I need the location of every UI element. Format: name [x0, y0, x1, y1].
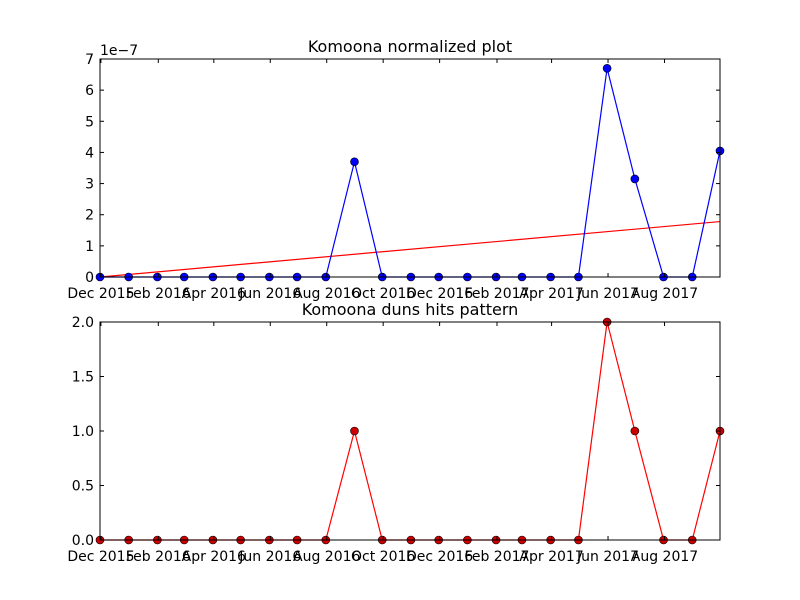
duns-hits-title: Komoona duns hits pattern — [302, 300, 519, 319]
normalized-plot-data-point — [630, 174, 640, 184]
duns-hits-data-point — [350, 426, 359, 436]
duns-hits-x-tick-label: Apr 2017 — [519, 549, 583, 565]
normalized-plot-x-tick-label: Apr 2017 — [519, 286, 583, 302]
normalized-plot-x-tick-label: Aug 2017 — [631, 286, 698, 302]
duns-hits-x-tick-label: Feb 2017 — [465, 549, 530, 565]
normalized-plot-x-tick-label: Oct 2016 — [351, 286, 415, 302]
duns-hits-data-point — [630, 426, 640, 436]
normalized-plot-exponent-label: 1e−7 — [100, 43, 138, 59]
duns-hits-y-tick-label: 1.0 — [72, 424, 94, 440]
normalized-plot-x-tick-label: Dec 2016 — [406, 286, 473, 302]
normalized-plot-title: Komoona normalized plot — [308, 37, 512, 56]
normalized-plot-chart: Komoona normalized plot 1e−7 0 1 2 3 4 5 6 7 Dec… — [67, 37, 725, 302]
normalized-plot-trend-layer — [99, 220, 721, 278]
duns-hits-chart: Komoona duns hits pattern 0.0 0.5 1.0 1.5 2.… — [67, 300, 725, 565]
normalized-plot-x-tick-label: Feb 2017 — [465, 286, 530, 302]
normalized-plot-y-tick-label: 6 — [85, 83, 94, 99]
duns-hits-x-tick-label: Dec 2016 — [406, 549, 473, 565]
normalized-plot-x-tick-label: Dec 2015 — [67, 286, 134, 302]
normalized-plot-x-tick-label: Jun 2016 — [238, 286, 301, 302]
normalized-plot-x-tick-label: Jun 2017 — [576, 286, 639, 302]
normalized-plot-x-tick-label: Apr 2016 — [182, 286, 246, 302]
duns-hits-x-tick-label: Aug 2017 — [631, 549, 698, 565]
duns-hits-x-tick-label: Jun 2017 — [576, 549, 639, 565]
normalized-plot-frame — [99, 58, 721, 278]
duns-hits-y-tick-label: 1.5 — [72, 370, 94, 386]
normalized-plot-x-tick-label: Feb 2016 — [126, 286, 191, 302]
normalized-plot-y-tick-label: 3 — [85, 177, 94, 193]
duns-hits-x-tick-label: Jun 2016 — [238, 549, 301, 565]
normalized-plot-y-tick-label: 4 — [85, 145, 94, 161]
duns-hits-y-tick-label: 0.0 — [72, 533, 94, 549]
duns-hits-axes-frame — [99, 321, 721, 541]
normalized-plot-x-tick-label: Aug 2016 — [293, 286, 361, 302]
normalized-plot-y-tick-label: 0 — [85, 270, 94, 286]
duns-hits-x-tick-label: Apr 2016 — [182, 549, 246, 565]
normalized-plot-trend-line — [99, 220, 721, 278]
duns-hits-x-tick-label: Aug 2016 — [293, 549, 361, 565]
duns-hits-frame — [99, 321, 721, 541]
duns-hits-y-tick-label: 2.0 — [72, 315, 94, 331]
normalized-plot-y-tick-label: 5 — [85, 114, 94, 130]
duns-hits-x-tick-label: Dec 2015 — [67, 549, 134, 565]
normalized-plot-y-tick-label: 7 — [85, 52, 94, 68]
duns-hits-x-tick-label: Feb 2016 — [126, 549, 191, 565]
duns-hits-y-tick-label: 0.5 — [72, 479, 94, 495]
normalized-plot-y-tick-label: 1 — [85, 239, 94, 255]
normalized-plot-axes-frame — [99, 58, 721, 278]
normalized-plot-y-tick-label: 2 — [85, 208, 94, 224]
duns-hits-x-tick-label: Oct 2016 — [351, 549, 415, 565]
normalized-plot-data-point — [350, 157, 359, 167]
normalized-plot-data-point — [602, 64, 612, 73]
